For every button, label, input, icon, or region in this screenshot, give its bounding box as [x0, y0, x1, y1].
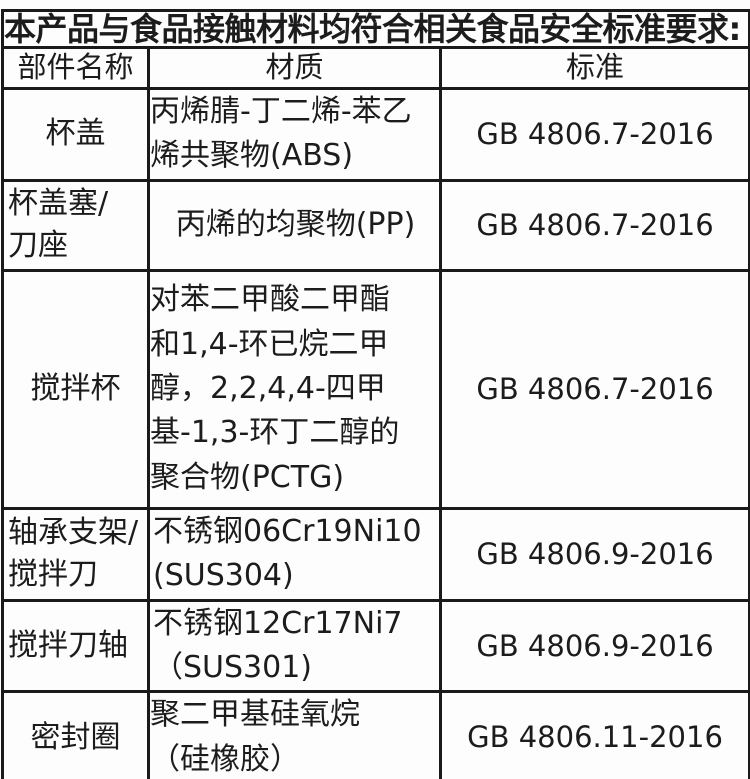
table-title: 本产品与食品接触材料均符合相关食品安全标准要求:: [0, 9, 750, 49]
part-name: 杯盖塞/ 刀座: [1, 178, 150, 272]
material: 丙烯腈-丁二烯-苯乙 烯共聚物(ABS): [147, 87, 442, 182]
material: 不锈钢06Cr19Ni10 (SUS304): [147, 506, 442, 602]
food-safety-compliance-table: 本产品与食品接触材料均符合相关食品安全标准要求: 部件名称 材质 标准 杯盖 丙…: [0, 9, 750, 779]
table-row: 搅拌杯 对苯二甲酸二甲酯 和1,4-环已烷二甲 醇，2,2,4,4-四甲 基-1…: [1, 268, 750, 510]
table-row: 杯盖塞/ 刀座 丙烯的均聚物(PP) GB 4806.7-2016: [1, 178, 750, 272]
part-name: 密封圈: [1, 690, 150, 779]
table-row: 搅拌刀轴 不锈钢12Cr17Ni7 （SUS301) GB 4806.9-201…: [1, 598, 750, 694]
table-row: 密封圈 聚二甲基硅氧烷 （硅橡胶） GB 4806.11-2016: [1, 690, 750, 779]
header-row: 部件名称 材质 标准: [1, 46, 750, 90]
material: 对苯二甲酸二甲酯 和1,4-环已烷二甲 醇，2,2,4,4-四甲 基-1,3-环…: [147, 268, 442, 510]
part-name: 轴承支架/ 搅拌刀: [1, 506, 150, 602]
col-header-standard: 标准: [438, 46, 750, 90]
part-name: 搅拌刀轴: [1, 598, 150, 694]
standard: GB 4806.11-2016: [438, 690, 750, 779]
part-name: 杯盖: [1, 87, 150, 182]
material: 聚二甲基硅氧烷 （硅橡胶）: [147, 690, 442, 779]
material: 丙烯的均聚物(PP): [147, 178, 442, 272]
title-row: 本产品与食品接触材料均符合相关食品安全标准要求:: [0, 9, 750, 49]
material: 不锈钢12Cr17Ni7 （SUS301): [147, 598, 442, 694]
table-row: 杯盖 丙烯腈-丁二烯-苯乙 烯共聚物(ABS) GB 4806.7-2016: [1, 87, 750, 182]
col-header-material: 材质: [147, 46, 442, 90]
standard: GB 4806.7-2016: [438, 268, 750, 510]
standard: GB 4806.9-2016: [438, 506, 750, 602]
col-header-part: 部件名称: [1, 46, 150, 90]
standard: GB 4806.9-2016: [438, 598, 750, 694]
standard: GB 4806.7-2016: [438, 87, 750, 182]
part-name: 搅拌杯: [1, 268, 150, 510]
table-row: 轴承支架/ 搅拌刀 不锈钢06Cr19Ni10 (SUS304) GB 4806…: [1, 506, 750, 602]
standard: GB 4806.7-2016: [438, 178, 750, 272]
